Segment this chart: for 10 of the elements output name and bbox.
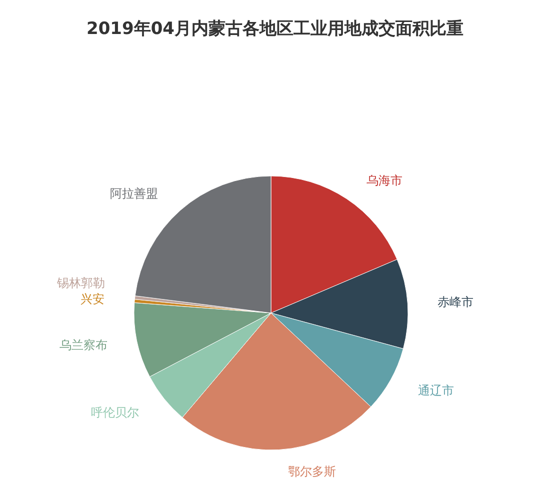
slice-label: 乌海市 <box>366 173 403 188</box>
slice-label: 赤峰市 <box>438 295 474 310</box>
slice-label: 通辽市 <box>418 383 454 398</box>
slice-label: 兴安 <box>80 292 105 306</box>
slice-label: 呼伦贝尔 <box>90 405 139 420</box>
chart-title: 2019年04月内蒙古各地区工业用地成交面积比重 <box>86 19 464 39</box>
slice-label: 鄂尔多斯 <box>288 464 336 479</box>
slice-label: 锡林郭勒 <box>56 276 106 290</box>
slice-label: 阿拉善盟 <box>110 186 158 201</box>
slice-label: 乌兰察布 <box>59 338 108 352</box>
